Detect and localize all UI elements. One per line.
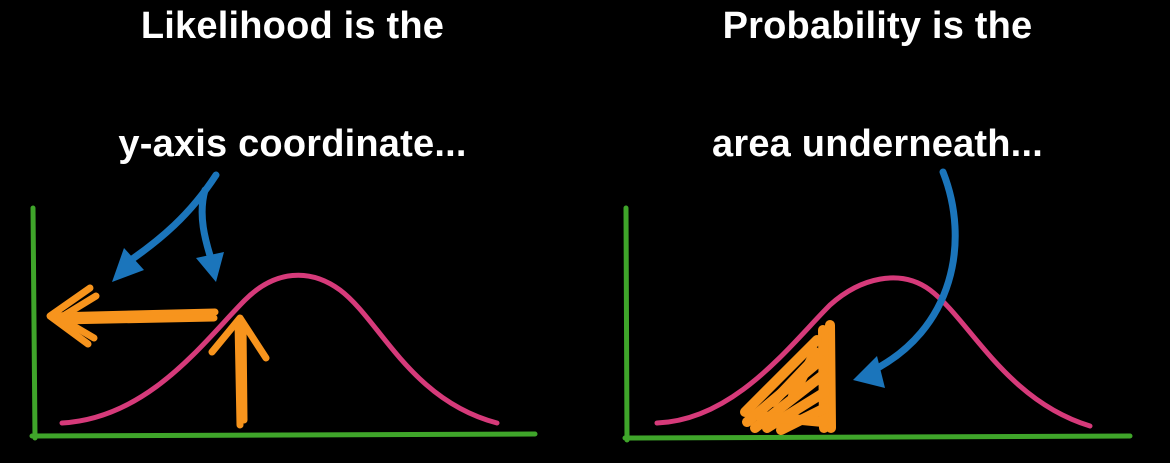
- probability-panel: Probability is the area underneath...: [585, 0, 1170, 463]
- shaded-area: [740, 320, 836, 435]
- probability-diagram: [622, 168, 1133, 443]
- likelihood-caption-line1: Likelihood is the: [140, 5, 445, 47]
- likelihood-panel: Likelihood is the y-axis coordinate...: [29, 5, 538, 441]
- pointer-arrow: [866, 168, 959, 376]
- probability-caption-line1: Probability is the: [722, 5, 1033, 47]
- probability-caption-line2: area underneath...: [712, 123, 1043, 165]
- pointer-arrowhead-left: [112, 248, 144, 282]
- height-arrow: [208, 314, 270, 429]
- x-axis: [29, 431, 538, 439]
- y-axis: [623, 205, 630, 443]
- pointer-arrows: [124, 171, 220, 266]
- normal-curve: [654, 275, 1093, 429]
- likelihood-diagram: [29, 171, 538, 441]
- y-axis: [30, 205, 38, 441]
- x-axis: [622, 433, 1133, 441]
- normal-curve: [59, 272, 500, 426]
- pointer-arrowhead-right: [196, 252, 224, 282]
- likelihood-caption-line2: y-axis coordinate...: [118, 123, 467, 165]
- y-coordinate-arrow: [46, 284, 219, 348]
- pointer-arrowhead: [853, 356, 885, 388]
